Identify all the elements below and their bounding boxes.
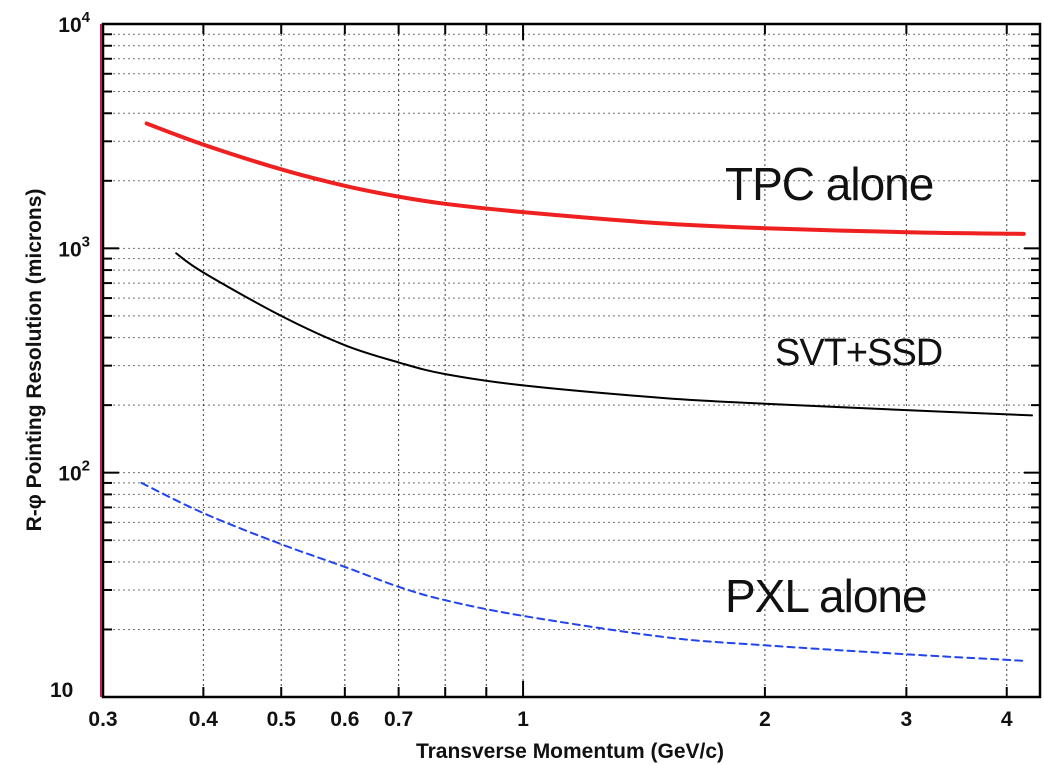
- y-axis-label: R-φ Pointing Resolution (microns): [23, 189, 46, 532]
- x-tick-label: 3: [901, 708, 913, 731]
- x-axis-label: Transverse Momentum (GeV/c): [416, 740, 724, 763]
- y-tick-label-exponent: 2: [82, 458, 90, 475]
- y-tick-label: 103: [58, 233, 90, 261]
- x-tick-label: 4: [1001, 708, 1013, 731]
- plot-frame: [101, 22, 1042, 699]
- series-line-svt-ssd: [175, 252, 1033, 417]
- x-tick-label: 0.3: [88, 708, 117, 731]
- y-tick-label: 104: [58, 9, 90, 37]
- y-tick-label: 10: [50, 679, 73, 702]
- y-tick-label-base: 10: [58, 463, 81, 486]
- x-tick-label: 0.6: [330, 708, 359, 731]
- ticks-layer: [102, 23, 1040, 698]
- grid-layer: [102, 24, 1040, 697]
- series-label-tpc-alone: TPC alone: [725, 158, 933, 210]
- y-tick-label-base: 10: [58, 238, 81, 261]
- y-tick-label-exponent: 3: [82, 233, 90, 250]
- x-tick-label: 0.5: [267, 708, 297, 731]
- series-line-pxl-alone: [140, 481, 1025, 662]
- series-layer: [140, 121, 1033, 662]
- y-tick-label-exponent: 4: [82, 9, 91, 26]
- y-tick-label: 102: [58, 458, 90, 486]
- x-tick-label: 2: [759, 708, 771, 731]
- series-line-tpc-alone: [144, 121, 1026, 236]
- x-tick-label: 1: [517, 708, 529, 731]
- series-label-svt-ssd: SVT+SSD: [775, 332, 942, 374]
- x-tick-label: 0.4: [189, 708, 219, 731]
- y-tick-label-base: 10: [58, 14, 81, 37]
- x-tick-label: 0.7: [384, 708, 413, 731]
- series-label-pxl-alone: PXL alone: [725, 570, 927, 622]
